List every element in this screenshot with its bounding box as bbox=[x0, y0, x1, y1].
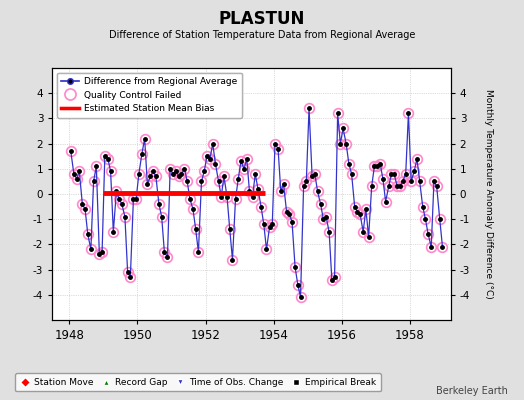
Legend: Difference from Regional Average, Quality Control Failed, Estimated Station Mean: Difference from Regional Average, Qualit… bbox=[57, 72, 242, 118]
Legend: Station Move, Record Gap, Time of Obs. Change, Empirical Break: Station Move, Record Gap, Time of Obs. C… bbox=[15, 374, 381, 392]
Text: Difference of Station Temperature Data from Regional Average: Difference of Station Temperature Data f… bbox=[109, 30, 415, 40]
Y-axis label: Monthly Temperature Anomaly Difference (°C): Monthly Temperature Anomaly Difference (… bbox=[484, 89, 493, 299]
Text: PLASTUN: PLASTUN bbox=[219, 10, 305, 28]
Text: Berkeley Earth: Berkeley Earth bbox=[436, 386, 508, 396]
